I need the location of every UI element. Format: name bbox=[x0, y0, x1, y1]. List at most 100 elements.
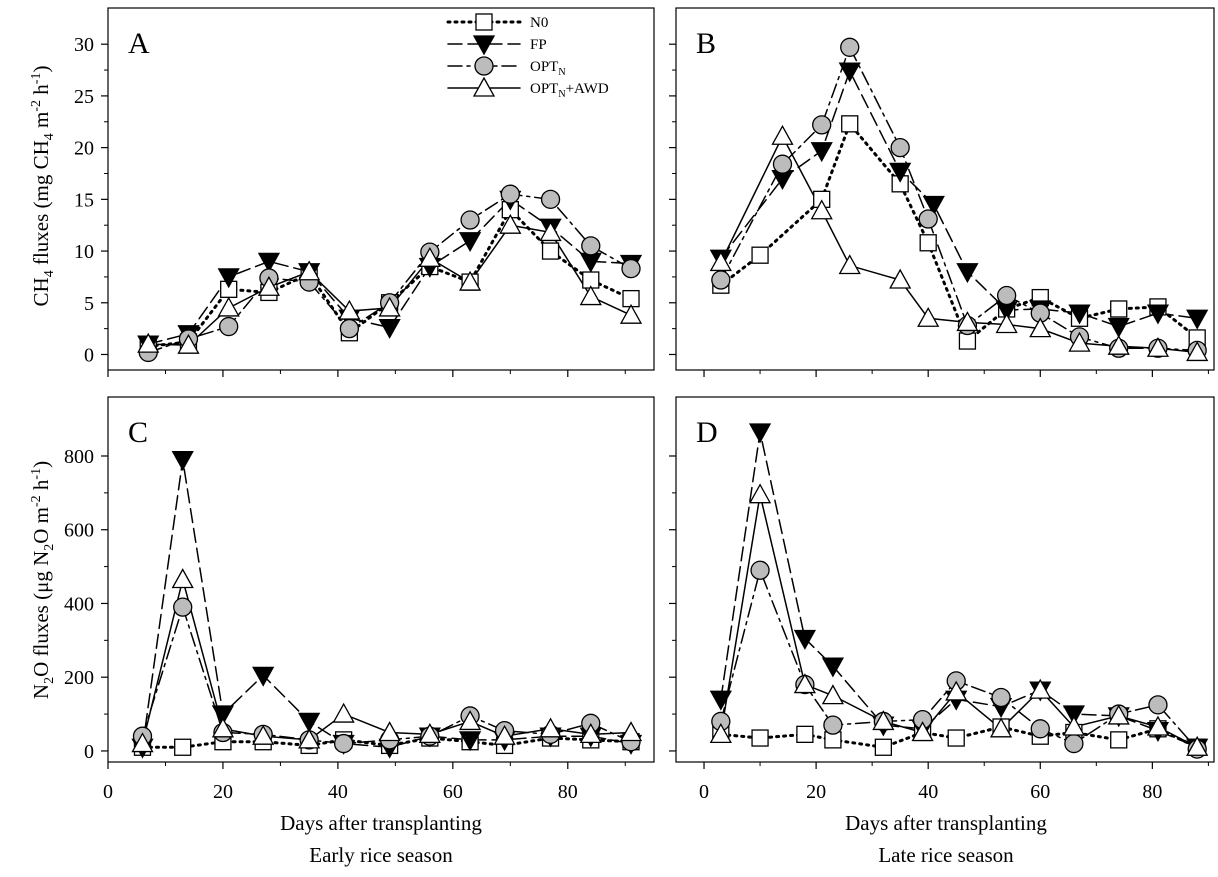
panel-a-awd-point bbox=[177, 333, 200, 354]
panel-a-y-tick-label: 30 bbox=[74, 34, 94, 56]
panel-b-awd-point bbox=[1107, 334, 1130, 355]
panel-d-awd-point bbox=[748, 483, 772, 504]
panel-d-fp-point bbox=[821, 657, 845, 678]
panel-b-opt-point bbox=[918, 209, 938, 229]
panel-c-frame bbox=[107, 396, 655, 763]
panel-d-x-tick-label: 20 bbox=[806, 781, 826, 803]
panel-b-awd-point bbox=[709, 251, 732, 272]
panel-b-awd-point bbox=[838, 254, 861, 275]
panel-c-x-tick-label: 80 bbox=[558, 781, 578, 803]
panel-a-y-tick-label: 20 bbox=[74, 138, 94, 160]
legend-awd-marker bbox=[472, 76, 496, 97]
panel-a-n0-point bbox=[541, 242, 560, 260]
panel-c-awd-point bbox=[252, 724, 275, 745]
panel-b-fp-point bbox=[1107, 317, 1130, 338]
panel-c-x-tick-label: 60 bbox=[443, 781, 463, 803]
panel-d-awd-point bbox=[1029, 678, 1052, 699]
panel-c-awd-point bbox=[493, 724, 516, 745]
panel-d-n0-point bbox=[751, 729, 769, 747]
panel-c-opt-point bbox=[173, 597, 193, 617]
panel-c-awd-point bbox=[418, 723, 441, 743]
panel-b-awd-point bbox=[1186, 341, 1209, 362]
panel-d-opt-point bbox=[1148, 695, 1168, 715]
legend-opt-marker bbox=[474, 56, 494, 76]
x-axis-title-right: Days after transplanting bbox=[845, 811, 1047, 835]
legend-fp-label: FP bbox=[530, 37, 547, 53]
panel-a-awd-point bbox=[458, 270, 482, 291]
panel-a-awd-point bbox=[298, 260, 321, 281]
legend: N0 FP OPTN OPTN+AWD bbox=[446, 13, 609, 100]
season-label-early: Early rice season bbox=[309, 843, 453, 867]
panel-b-opt-point bbox=[890, 137, 910, 158]
panel-a-opt-point bbox=[540, 189, 561, 209]
panel-d-fp-point bbox=[709, 690, 732, 711]
panel-a-awd-point bbox=[338, 299, 361, 320]
panel-d: D 0 20 40 60 80 bbox=[669, 396, 1215, 803]
panel-a-opt-point bbox=[219, 316, 239, 337]
panel-c-awd-point bbox=[378, 721, 401, 742]
panel-c-awd-point bbox=[332, 702, 355, 723]
panel-b-fp-point bbox=[889, 162, 912, 183]
panel-c-awd-point bbox=[131, 732, 154, 753]
panel-d-awd-point bbox=[911, 721, 934, 742]
panel-a-awd-point bbox=[217, 296, 240, 317]
panel-a-fp-point bbox=[458, 232, 482, 253]
panel-c-fp-point bbox=[252, 666, 275, 687]
panel-b-n0-point bbox=[1110, 300, 1128, 318]
panel-d-awd-point bbox=[872, 710, 895, 731]
panel-b-awd-point bbox=[917, 306, 940, 327]
panel-a-awd-point bbox=[499, 213, 522, 234]
panel-a-frame bbox=[107, 7, 655, 371]
legend-fp-marker bbox=[472, 35, 496, 56]
panel-c-y-tick-label: 0 bbox=[84, 741, 94, 763]
panel-a: A 0 5 10 15 20 25 30 bbox=[74, 7, 655, 377]
legend-n0-marker bbox=[475, 13, 493, 31]
panel-d-n0-point bbox=[1110, 731, 1128, 749]
panel-d-x-tick-label: 0 bbox=[699, 781, 709, 803]
panel-d-opt-point bbox=[750, 560, 770, 580]
panel-b-series-fp-line bbox=[720, 69, 1198, 328]
panel-b-n0-point bbox=[958, 332, 977, 350]
panel-d-frame bbox=[675, 396, 1215, 763]
panel-a-y-tick-label: 5 bbox=[84, 293, 94, 315]
panel-a-opt-point bbox=[500, 184, 520, 204]
panel-c-y-tick-label: 400 bbox=[64, 593, 94, 615]
panel-a-fp-point bbox=[257, 252, 281, 273]
panel-a-awd-point bbox=[539, 221, 562, 242]
season-label-late: Late rice season bbox=[878, 843, 1014, 867]
panel-b-awd-point bbox=[771, 124, 794, 145]
panel-a-opt-point bbox=[460, 210, 480, 230]
panel-a-y-tick-label: 0 bbox=[84, 344, 94, 366]
panel-d-awd-point bbox=[1062, 715, 1086, 736]
panel-d-x-tick-label: 60 bbox=[1030, 781, 1050, 803]
panel-d-fp-point bbox=[1062, 705, 1086, 726]
panel-b-awd-point bbox=[1146, 336, 1170, 357]
panel-c-x-tick-label: 0 bbox=[103, 781, 113, 803]
panel-c-fp-point bbox=[298, 712, 321, 733]
panel-a-awd-point bbox=[418, 246, 441, 267]
panel-d-opt-point bbox=[991, 687, 1011, 708]
panel-d-opt-point bbox=[1030, 719, 1050, 739]
panel-d-x-tick-label: 80 bbox=[1142, 781, 1162, 803]
panel-b-label: B bbox=[696, 27, 716, 60]
ch4-y-axis-title: CH4 fluxes (mg CH4 m-2 h-1) bbox=[29, 66, 57, 307]
panel-b-n0-point bbox=[751, 246, 769, 264]
panel-c-n0-point bbox=[174, 738, 192, 756]
panel-a-awd-point bbox=[579, 285, 602, 306]
panel-a-awd-point bbox=[257, 275, 281, 296]
panel-b-awd-point bbox=[889, 268, 912, 289]
panel-a-awd-point bbox=[619, 303, 643, 324]
panel-b-fp-point bbox=[1146, 304, 1170, 325]
panel-c-awd-point bbox=[458, 710, 482, 731]
panel-d-awd-point bbox=[945, 680, 968, 701]
panel-b-fp-point bbox=[1186, 309, 1209, 330]
panel-b-fp-point bbox=[956, 263, 979, 284]
panel-c-fp-point bbox=[458, 731, 482, 752]
panel-d-awd-point bbox=[793, 673, 817, 694]
panel-d-awd-point bbox=[709, 723, 732, 743]
panel-c-fp-point bbox=[171, 451, 194, 472]
panel-b: B bbox=[669, 7, 1215, 377]
panel-d-n0-point bbox=[947, 729, 965, 747]
panel-b-fp-point bbox=[922, 195, 945, 216]
panel-a-y-tick-label: 10 bbox=[74, 241, 94, 263]
